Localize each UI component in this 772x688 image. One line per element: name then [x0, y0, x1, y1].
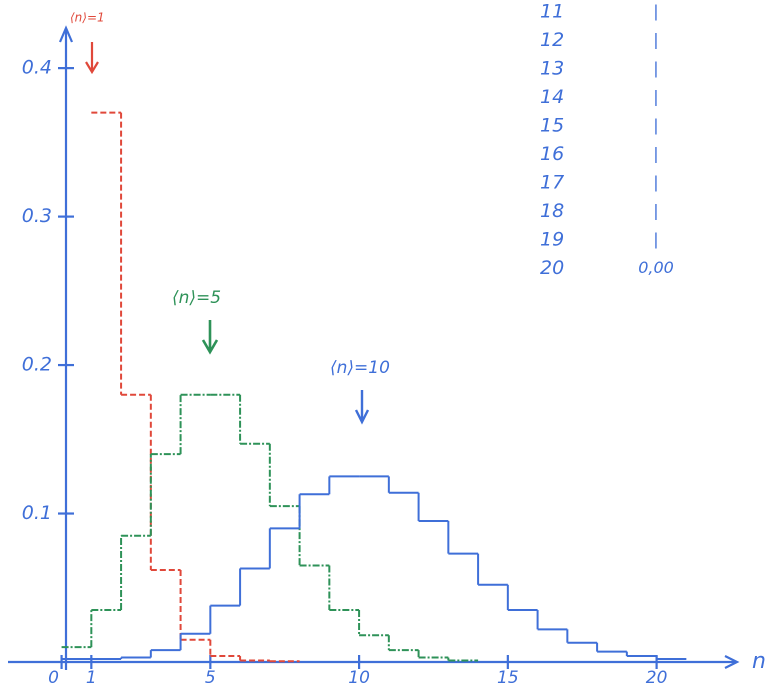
x-tick-label: 15: [497, 668, 519, 688]
table-n: 18: [540, 200, 564, 222]
table-value: |: [653, 59, 658, 78]
arrow: [203, 320, 217, 352]
arrow: [356, 390, 368, 422]
table-value: |: [653, 30, 658, 49]
arrow: [86, 42, 98, 72]
table-n: 20: [540, 257, 564, 279]
table-n: 15: [540, 115, 564, 137]
chart: n 0.10.20.30.4015101520⟨n⟩=1⟨n⟩=5⟨n⟩=101…: [0, 0, 772, 688]
table-value: |: [653, 2, 658, 21]
table-n: 14: [540, 86, 564, 108]
table-n: 16: [540, 143, 564, 165]
x-axis-label: n: [752, 649, 766, 674]
x-tick-label: 5: [205, 668, 216, 688]
table-value: 0,00: [638, 258, 674, 277]
x-tick-label: 1: [86, 668, 97, 688]
x-tick-label: 20: [646, 668, 668, 688]
y-tick-label: 0.1: [22, 502, 52, 524]
table-value: |: [653, 173, 658, 192]
table-n: 13: [540, 58, 564, 80]
table-value: |: [653, 144, 658, 163]
table-value: |: [653, 116, 658, 135]
table-value: |: [653, 230, 658, 249]
x-tick-label: 10: [348, 668, 370, 688]
table-value: |: [653, 87, 658, 106]
y-tick-label: 0.3: [22, 205, 52, 227]
x-tick-label: 0: [48, 668, 59, 688]
table-value: |: [653, 201, 658, 220]
y-tick-label: 0.4: [22, 57, 52, 79]
table-n: 12: [540, 29, 564, 51]
series-label: ⟨n⟩=10: [330, 358, 390, 378]
table-n: 17: [540, 172, 564, 194]
table-n: 11: [540, 1, 564, 23]
table-n: 19: [540, 229, 564, 251]
series-label: ⟨n⟩=1: [70, 11, 105, 25]
series-label: ⟨n⟩=5: [172, 288, 221, 308]
y-tick-label: 0.2: [22, 354, 52, 376]
